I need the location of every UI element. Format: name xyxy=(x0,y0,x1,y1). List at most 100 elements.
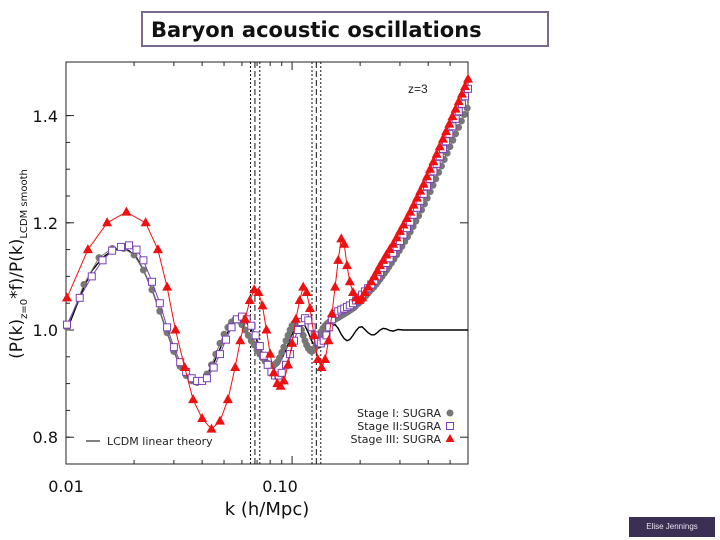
legend-marker-stage1 xyxy=(446,409,454,417)
data-point-stage3 xyxy=(257,300,268,310)
data-point-stage3 xyxy=(434,141,445,151)
data-point-stage3 xyxy=(323,335,334,345)
data-point-stage3 xyxy=(388,238,399,248)
data-point-stage3 xyxy=(412,192,423,202)
data-point-stage3 xyxy=(316,362,327,372)
data-point-stage3 xyxy=(162,281,173,291)
data-point-stage3 xyxy=(363,281,374,291)
svg-text:(P(k)z=0*f)/P(k)LCDM smooth: (P(k)z=0*f)/P(k)LCDM smooth xyxy=(7,169,30,359)
data-point-stage3 xyxy=(308,329,319,339)
legend: Stage I: SUGRA Stage II:SUGRA Stage III:… xyxy=(351,407,455,446)
data-point-stage2 xyxy=(169,343,178,352)
data-point-stage3 xyxy=(431,148,442,158)
data-point-stage2 xyxy=(322,331,331,340)
slide-title: Baryon acoustic oscillations xyxy=(141,11,549,47)
data-point-stage3 xyxy=(421,171,432,181)
data-point-stage3 xyxy=(375,260,386,270)
data-point-stage2 xyxy=(147,277,156,286)
data-point-stage3 xyxy=(179,362,190,372)
ylabel-sub-z: z=0 xyxy=(19,299,30,319)
data-point-stage3 xyxy=(283,359,294,369)
data-point-stage3 xyxy=(359,286,370,296)
data-point-stage1 xyxy=(80,280,88,288)
data-point-stage2 xyxy=(163,323,172,332)
data-point-stage2 xyxy=(255,342,264,351)
y-tick-label-1: 1.0 xyxy=(33,321,58,340)
data-point-stage3 xyxy=(230,362,241,372)
data-point-stage3 xyxy=(330,281,341,291)
legend-marker-stage2 xyxy=(446,422,454,430)
data-point-stage3 xyxy=(278,375,289,385)
author-credit: Elise Jennings xyxy=(629,517,715,537)
data-point-stage3 xyxy=(140,217,151,227)
data-point-stage3 xyxy=(415,185,426,195)
data-point-stage3 xyxy=(222,394,233,404)
data-point-stage2 xyxy=(304,316,313,325)
data-point-stage2 xyxy=(293,326,302,334)
legend-label-stage3: Stage III: SUGRA xyxy=(351,433,442,446)
data-point-stage1 xyxy=(148,286,156,294)
data-point-stage3 xyxy=(287,337,298,347)
data-point-stage3 xyxy=(290,313,301,323)
data-point-stage3 xyxy=(463,73,473,83)
data-point-stage3 xyxy=(121,206,132,216)
data-point-stage3 xyxy=(418,178,429,188)
data-point-stage1 xyxy=(139,266,147,274)
data-point-stage3 xyxy=(304,303,315,313)
series-layer xyxy=(61,73,473,433)
data-point-stage3 xyxy=(378,254,389,264)
data-point-stage2 xyxy=(221,335,230,344)
data-point-stage3 xyxy=(344,276,355,286)
y-tick-label-0: 0.8 xyxy=(33,428,58,447)
data-point-stage3 xyxy=(320,353,331,363)
data-point-stage3 xyxy=(197,412,208,422)
data-point-stage3 xyxy=(235,335,246,345)
data-point-stage3 xyxy=(450,103,461,113)
data-point-stage3 xyxy=(265,348,276,358)
y-axis-title: (P(k)z=0*f)/P(k)LCDM smooth xyxy=(7,169,30,359)
data-point-stage3 xyxy=(342,260,353,270)
plot-frame xyxy=(65,61,469,465)
data-point-stage3 xyxy=(391,232,402,242)
data-point-stage2 xyxy=(251,331,260,340)
data-point-stage3 xyxy=(441,126,452,136)
data-point-stage2 xyxy=(139,256,148,265)
data-point-stage3 xyxy=(444,118,455,128)
data-point-stage1 xyxy=(244,331,252,339)
data-point-stage3 xyxy=(312,353,323,363)
data-point-stage3 xyxy=(384,244,395,254)
data-point-stage1 xyxy=(455,123,463,131)
x-tick-label-0: 0.01 xyxy=(48,477,84,496)
data-point-stage2 xyxy=(155,299,164,308)
data-point-stage3 xyxy=(456,88,467,98)
data-point-stage1 xyxy=(276,354,284,362)
data-point-stage3 xyxy=(366,276,377,286)
data-point-stage3 xyxy=(261,324,272,334)
legend-marker-stage3 xyxy=(445,434,455,442)
data-point-stage2 xyxy=(125,241,134,250)
ylabel-sub-smooth: LCDM smooth xyxy=(19,169,30,239)
data-point-stage2 xyxy=(87,272,96,281)
bao-scale-lines xyxy=(250,62,322,464)
data-point-stage1 xyxy=(278,349,286,357)
data-point-stage3 xyxy=(188,394,199,404)
ylabel-main: (P(k) xyxy=(7,319,27,359)
x-tick-label-1: 0.10 xyxy=(262,477,298,496)
data-point-stage1 xyxy=(280,343,288,351)
data-point-stage2 xyxy=(277,368,286,377)
data-point-stage3 xyxy=(401,213,412,223)
theory-legend: LCDM linear theory xyxy=(86,435,213,448)
data-point-stage2 xyxy=(263,360,272,369)
data-point-stage3 xyxy=(298,281,309,291)
data-point-stage3 xyxy=(425,163,436,173)
data-point-stage3 xyxy=(381,249,392,259)
data-point-stage1 xyxy=(457,117,465,125)
data-point-stage3 xyxy=(326,308,337,318)
data-point-stage3 xyxy=(170,324,181,334)
ylabel-mid: *f)/P(k) xyxy=(7,239,27,299)
data-point-stage3 xyxy=(428,156,439,166)
data-point-stage2 xyxy=(132,245,141,254)
data-point-stage3 xyxy=(268,367,279,377)
data-point-stage3 xyxy=(408,199,419,209)
data-point-stage3 xyxy=(447,111,458,121)
